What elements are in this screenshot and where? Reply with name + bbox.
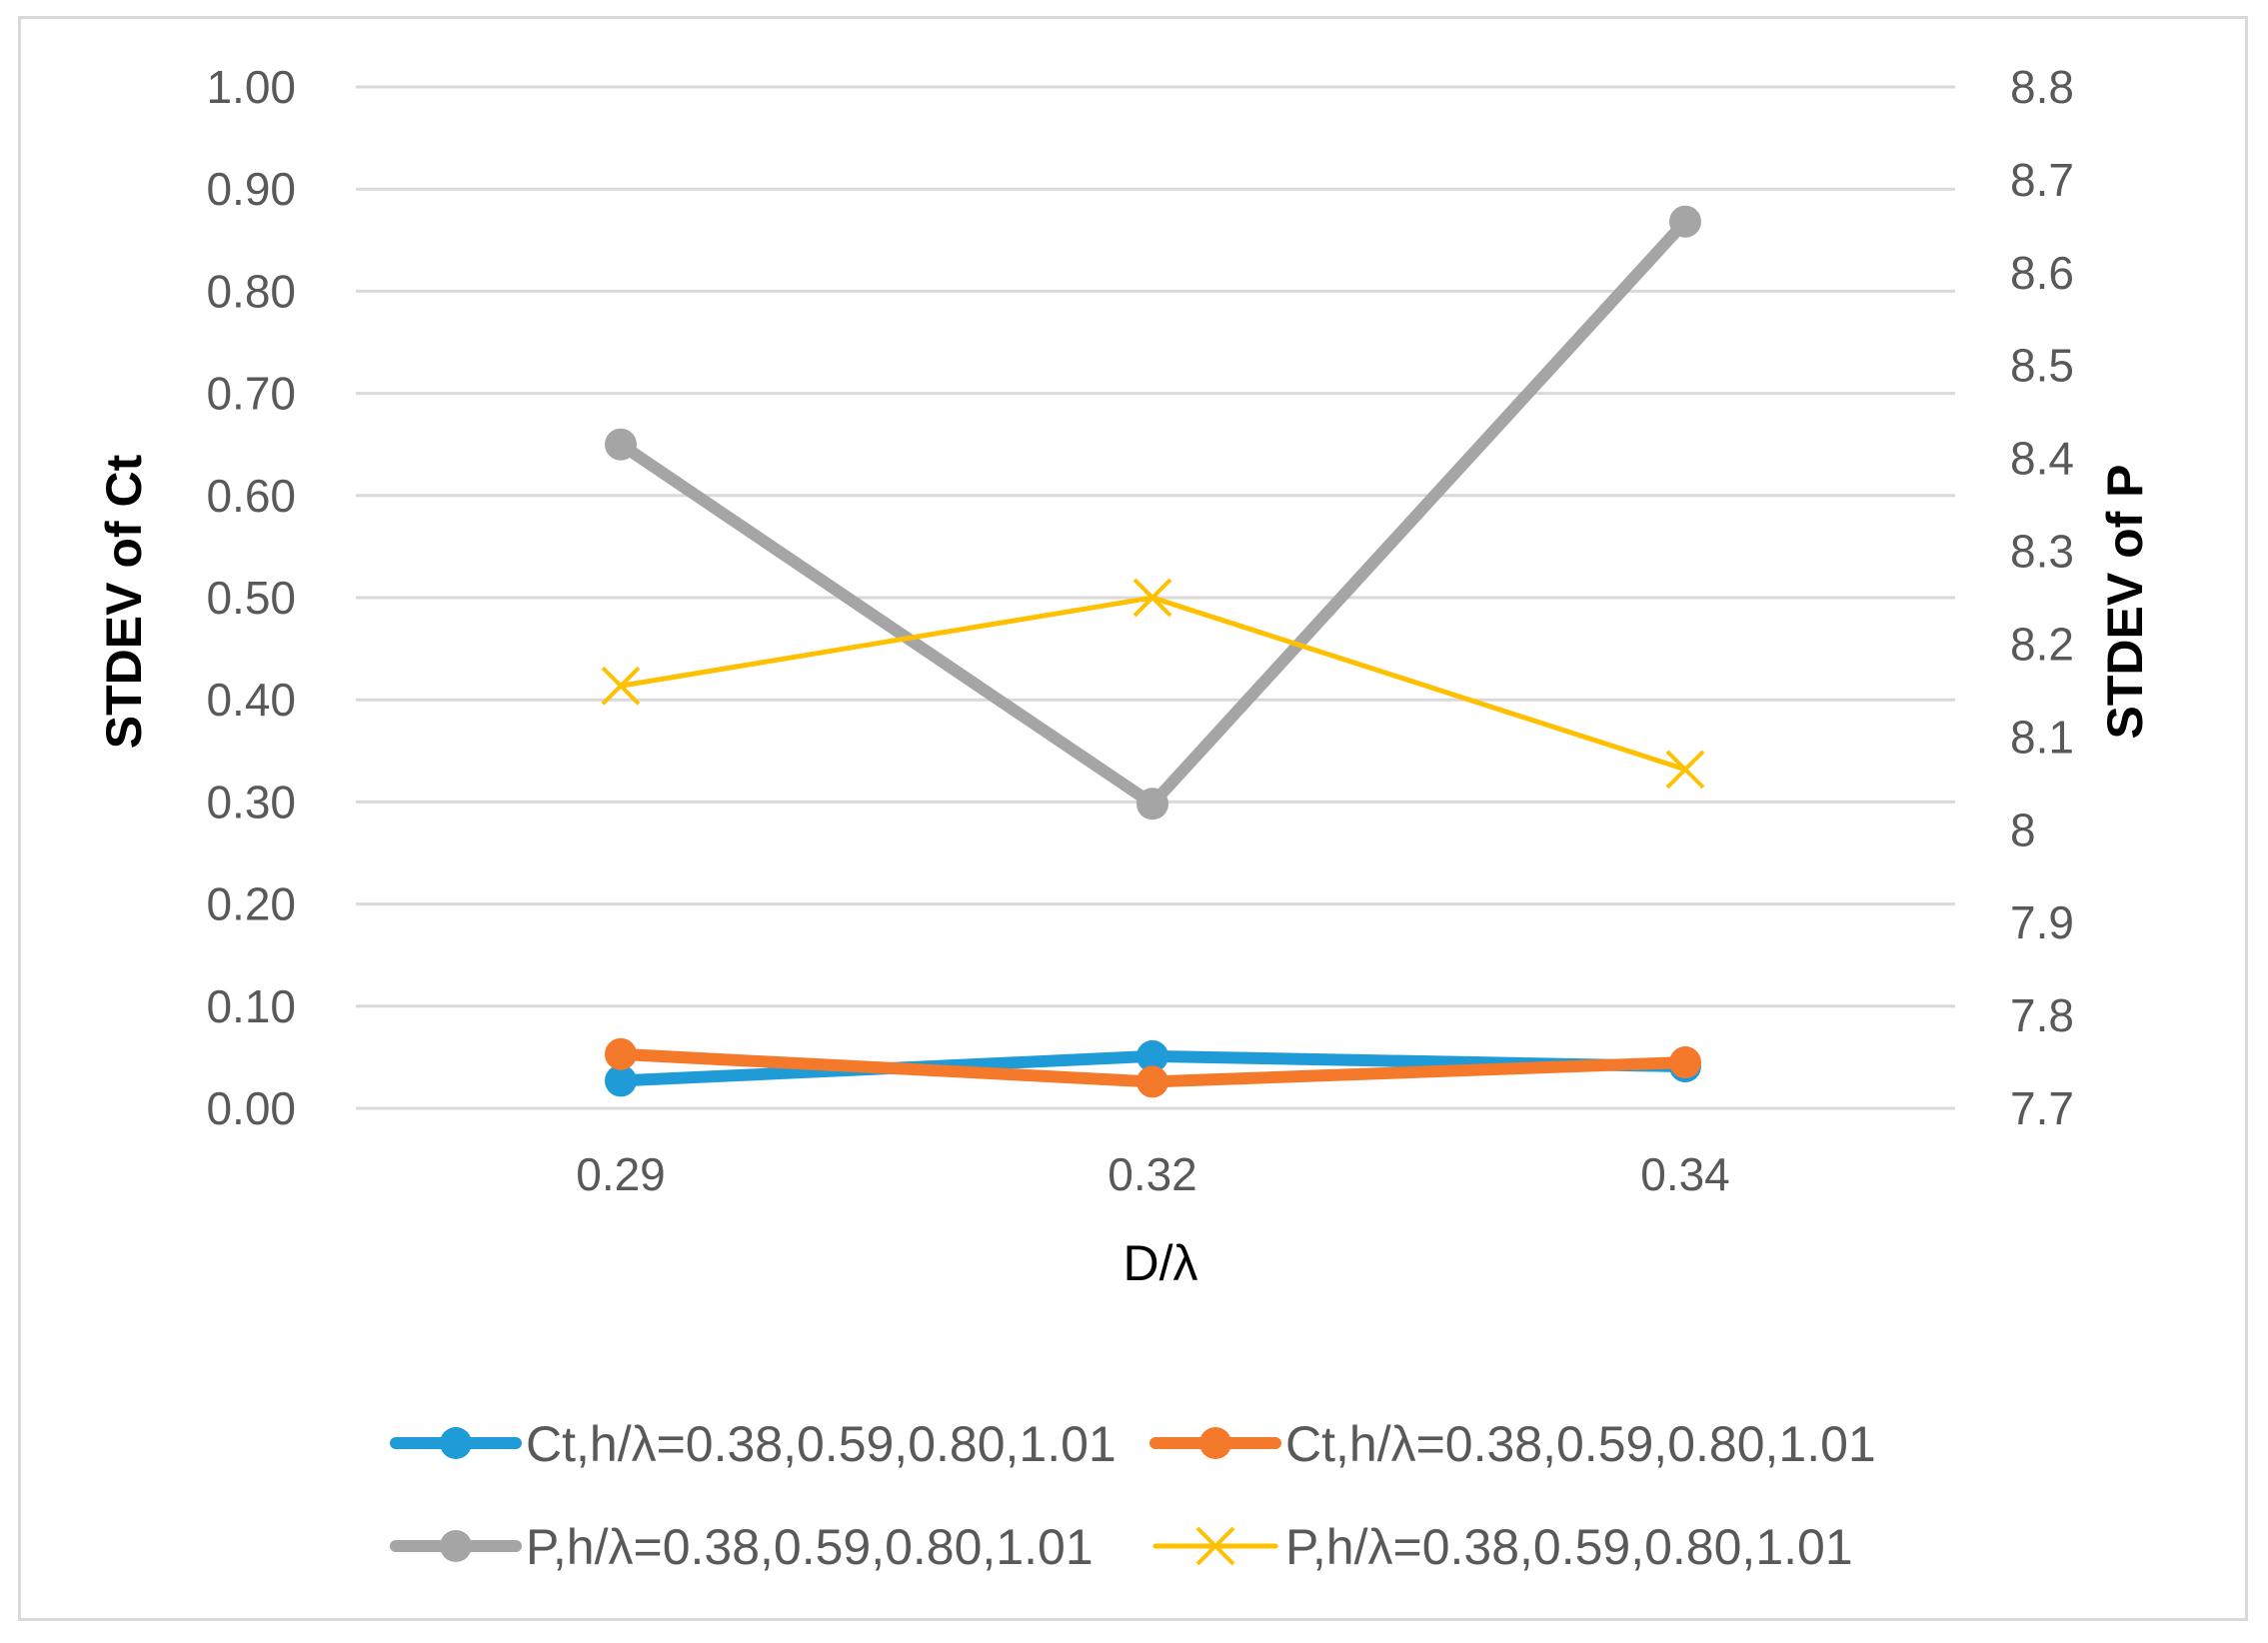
legend-label: Ct,h/λ=0.38,0.59,0.80,1.01 bbox=[526, 1416, 1117, 1472]
y-tick-label: 0.20 bbox=[206, 878, 296, 930]
data-point bbox=[1136, 1065, 1168, 1098]
x-tick-label: 0.34 bbox=[1640, 1148, 1730, 1200]
y-axis-right-ticks: 7.7 7.8 7.9 8 8.1 8.2 8.3 8.4 8.5 8.6 8.7 8.8 bbox=[2010, 61, 2074, 1134]
x-axis-title: D/λ bbox=[1124, 1235, 1198, 1291]
y2-tick-label: 8.8 bbox=[2010, 61, 2074, 113]
data-point bbox=[605, 428, 637, 461]
y2-tick-label: 8.1 bbox=[2010, 711, 2074, 763]
y-tick-label: 0.30 bbox=[206, 776, 296, 827]
series-line bbox=[618, 595, 1688, 773]
data-point bbox=[1669, 1046, 1701, 1079]
legend-label: P,h/λ=0.38,0.59,0.80,1.01 bbox=[1285, 1519, 1853, 1575]
legend-swatch-marker bbox=[440, 1530, 472, 1562]
legend-item-1: Ct,h/λ=0.38,0.59,0.80,1.01 bbox=[390, 1416, 1117, 1472]
y-tick-label: 0.10 bbox=[206, 980, 296, 1032]
y2-tick-label: 8.3 bbox=[2010, 526, 2074, 578]
y2-tick-label: 7.7 bbox=[2010, 1082, 2074, 1134]
y2-tick-label: 7.9 bbox=[2010, 896, 2074, 948]
y-tick-label: 0.80 bbox=[206, 265, 296, 317]
legend-swatch-marker bbox=[440, 1427, 472, 1459]
legend: Ct,h/λ=0.38,0.59,0.80,1.01 Ct,h/λ=0.38,0.… bbox=[390, 1416, 1876, 1575]
y-tick-label: 0.60 bbox=[206, 470, 296, 522]
marker-stroke bbox=[1665, 750, 1705, 790]
legend-swatch-marker bbox=[1199, 1427, 1231, 1459]
x-tick-label: 0.32 bbox=[1108, 1148, 1197, 1200]
series-3 bbox=[605, 205, 1701, 821]
legend-item-4: P,h/λ=0.38,0.59,0.80,1.01 bbox=[1152, 1519, 1853, 1575]
y-tick-label: 0.00 bbox=[206, 1082, 296, 1134]
y-tick-label: 0.40 bbox=[206, 674, 296, 726]
data-point bbox=[1133, 578, 1172, 618]
y2-tick-label: 8 bbox=[2010, 804, 2036, 855]
y2-tick-label: 8.6 bbox=[2010, 247, 2074, 299]
y-tick-label: 0.70 bbox=[206, 368, 296, 420]
legend-item-3: P,h/λ=0.38,0.59,0.80,1.01 bbox=[390, 1519, 1094, 1575]
x-tick-label: 0.29 bbox=[576, 1148, 666, 1200]
legend-item-2: Ct,h/λ=0.38,0.59,0.80,1.01 bbox=[1149, 1416, 1876, 1472]
series-4 bbox=[601, 578, 1705, 790]
legend-label: P,h/λ=0.38,0.59,0.80,1.01 bbox=[526, 1519, 1094, 1575]
data-point bbox=[605, 1037, 637, 1070]
y-axis-title: STDEV of Ct bbox=[96, 454, 152, 749]
y2-tick-label: 8.2 bbox=[2010, 618, 2074, 670]
y2-axis-title: STDEV of P bbox=[2097, 464, 2153, 739]
data-point bbox=[605, 1064, 637, 1097]
y2-tick-label: 7.8 bbox=[2010, 989, 2074, 1041]
y-axis-left-ticks: 0.00 0.10 0.20 0.30 0.40 0.50 0.60 0.70 0.80 0.90… bbox=[206, 61, 296, 1134]
y2-tick-label: 8.4 bbox=[2010, 433, 2074, 485]
data-point bbox=[1669, 205, 1701, 238]
data-point bbox=[1136, 1039, 1168, 1072]
y-tick-label: 0.50 bbox=[206, 572, 296, 624]
series-2 bbox=[605, 1037, 1701, 1098]
data-point bbox=[1665, 750, 1705, 790]
y2-tick-label: 8.5 bbox=[2010, 340, 2074, 392]
x-axis-ticks: 0.29 0.32 0.34 bbox=[576, 1148, 1730, 1200]
series-layer bbox=[601, 205, 1705, 1098]
marker-stroke bbox=[601, 666, 641, 706]
y2-tick-label: 8.7 bbox=[2010, 154, 2074, 206]
chart-frame: 0.00 0.10 0.20 0.30 0.40 0.50 0.60 0.70 0.80 0.90… bbox=[18, 16, 2248, 1621]
y-tick-label: 1.00 bbox=[206, 61, 296, 113]
legend-swatch-marker bbox=[1195, 1526, 1235, 1566]
chart-svg: 0.00 0.10 0.20 0.30 0.40 0.50 0.60 0.70 0.80 0.90… bbox=[96, 61, 2153, 1575]
y-tick-label: 0.90 bbox=[206, 163, 296, 215]
marker-stroke bbox=[1133, 578, 1172, 618]
legend-label: Ct,h/λ=0.38,0.59,0.80,1.01 bbox=[1285, 1416, 1876, 1472]
data-point bbox=[601, 666, 641, 706]
data-point bbox=[1136, 788, 1168, 821]
